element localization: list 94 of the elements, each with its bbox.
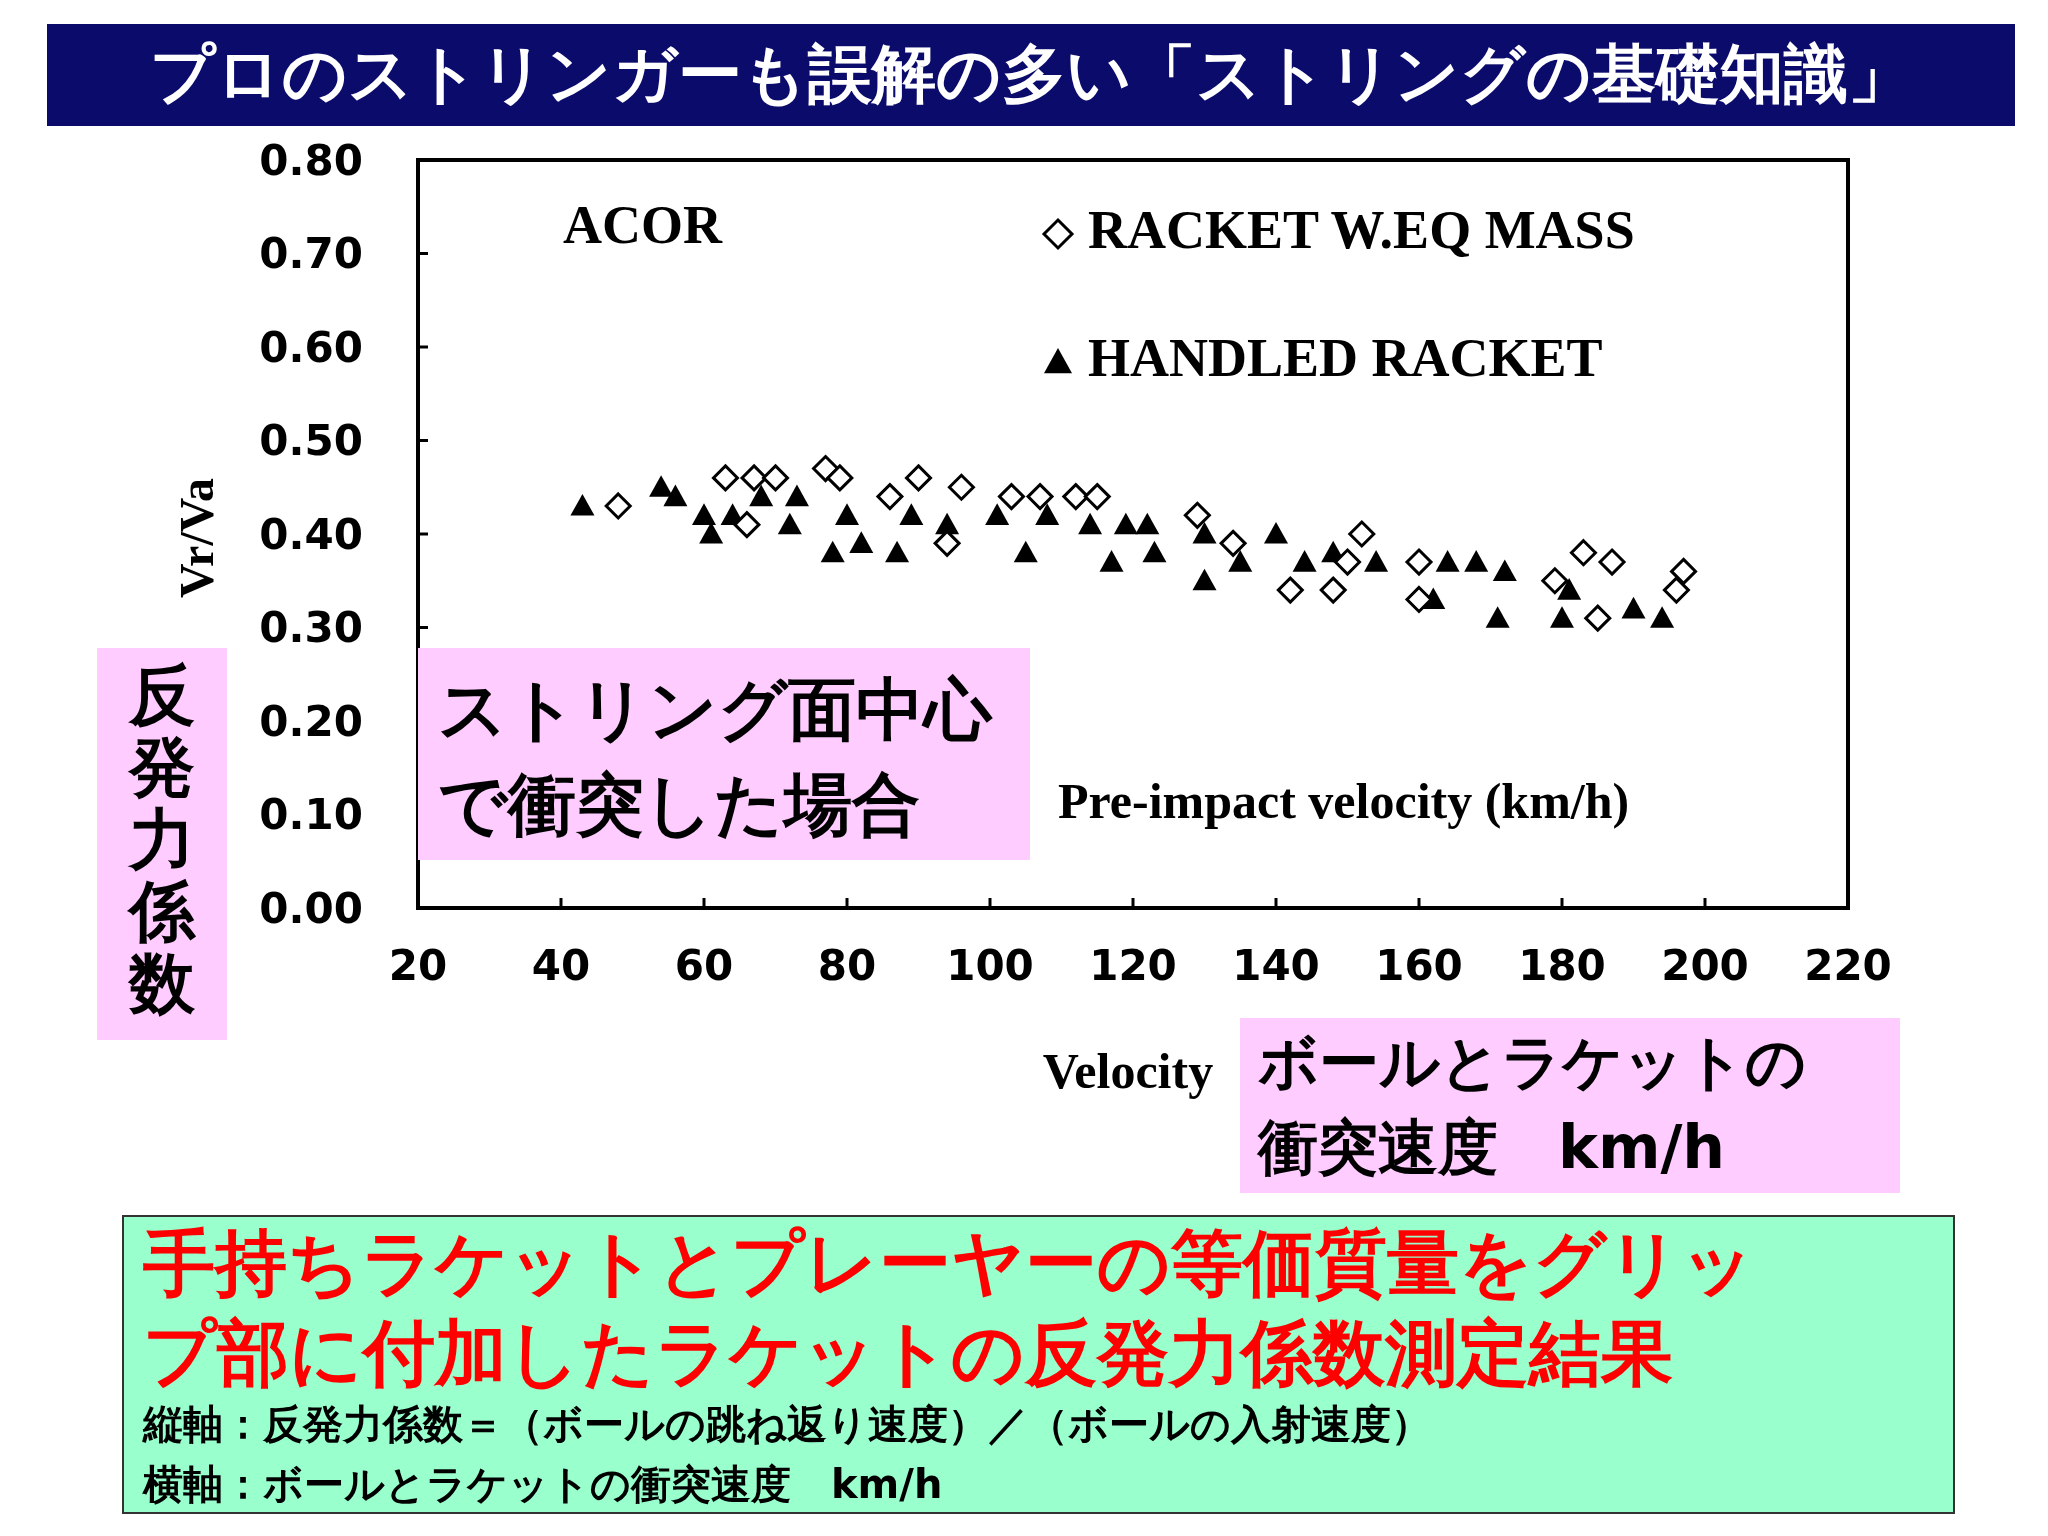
legend-label: HANDLED RACKET	[1088, 328, 1603, 388]
y-tick-label: 0.60	[259, 322, 363, 372]
y-tick-label: 0.50	[259, 416, 363, 466]
point	[740, 464, 768, 492]
point	[1264, 522, 1288, 544]
point	[1142, 540, 1167, 563]
point	[1670, 557, 1698, 585]
point	[849, 531, 874, 553]
point	[1364, 550, 1389, 572]
annotation: ACOR	[563, 195, 723, 255]
point	[1662, 576, 1690, 604]
point	[1319, 576, 1347, 604]
point	[1192, 568, 1217, 591]
x-tick-label: 200	[1661, 941, 1749, 990]
point	[1026, 483, 1054, 511]
y-tick-label: 0.70	[259, 229, 363, 279]
point	[985, 503, 1010, 525]
point	[1135, 512, 1160, 535]
point	[1569, 539, 1597, 567]
x-tick-label: 160	[1375, 941, 1463, 990]
point	[1228, 550, 1253, 572]
point	[1219, 529, 1247, 557]
point	[1078, 512, 1103, 535]
point	[1541, 567, 1569, 595]
text: 反発力係数	[126, 657, 197, 1022]
point	[1550, 606, 1574, 628]
point	[1435, 550, 1460, 572]
point	[1276, 576, 1304, 604]
point	[663, 484, 688, 507]
legend-label: RACKET W.EQ MASS	[1088, 200, 1635, 260]
y-tick-label: 0.00	[259, 883, 363, 933]
point	[749, 484, 774, 507]
point	[1292, 550, 1317, 572]
x-axis-title: Velocity	[1042, 1043, 1214, 1099]
x-tick-label: 220	[1804, 941, 1892, 990]
point	[997, 483, 1025, 511]
point	[1584, 604, 1612, 632]
point	[1621, 596, 1646, 619]
point	[1405, 548, 1433, 576]
y-axis-title: Vr/Va	[170, 478, 223, 598]
y-tick-label: 0.10	[259, 790, 363, 840]
point	[1485, 606, 1510, 628]
text: 手持ちラケットとプレーヤーの等価質量をグリップ部に付加したラケットの反発力係数測定結果	[142, 1221, 1755, 1395]
x-tick-label: 20	[388, 941, 448, 990]
point	[935, 512, 960, 535]
point	[905, 464, 932, 492]
annotation: ストリング面中心で衝突した場合	[438, 670, 993, 844]
point	[1183, 501, 1211, 529]
x-tick-label: 180	[1518, 941, 1606, 990]
y-tick-label: 0.20	[259, 696, 363, 746]
point	[1099, 550, 1124, 572]
point	[777, 512, 802, 535]
point	[885, 540, 910, 563]
point	[1348, 520, 1376, 548]
x-tick-label: 60	[674, 941, 734, 990]
text: 横軸：ボールとラケットの衝突速度 km/h	[142, 1461, 943, 1507]
x-tick-label: 100	[946, 941, 1034, 990]
point	[733, 511, 761, 539]
point	[692, 503, 716, 525]
point	[1557, 578, 1582, 600]
y-tick-label: 0.80	[259, 135, 363, 185]
point	[1035, 503, 1060, 525]
point	[1598, 548, 1626, 576]
point	[570, 493, 595, 516]
chart-title: プロのストリンガーも誤解の多い「ストリングの基礎知識」	[150, 37, 1912, 111]
point	[762, 464, 789, 492]
point	[604, 492, 632, 520]
text: ボールとラケットの衝突速度 km/h	[1256, 1027, 1806, 1182]
point	[1492, 559, 1517, 581]
point	[699, 522, 724, 544]
point	[649, 475, 674, 497]
point	[820, 540, 845, 563]
x-tick-label: 80	[817, 941, 877, 990]
y-tick-label: 0.40	[259, 509, 363, 559]
point	[835, 503, 859, 525]
point	[826, 464, 854, 492]
point	[711, 464, 739, 492]
point	[1083, 483, 1111, 511]
point	[947, 473, 975, 501]
point	[899, 503, 924, 525]
x-tick-label: 40	[531, 941, 591, 990]
point	[1192, 522, 1217, 544]
point	[1334, 548, 1361, 576]
x-tick-label: 120	[1089, 941, 1177, 990]
point	[1113, 512, 1138, 535]
x-tick-label: 140	[1232, 941, 1320, 990]
point	[876, 483, 904, 511]
point	[1464, 550, 1489, 572]
point	[784, 484, 809, 507]
y-tick-label: 0.30	[259, 603, 363, 653]
point	[1650, 606, 1675, 628]
point	[1013, 540, 1038, 563]
annotation: Pre-impact velocity (km/h)	[1058, 773, 1630, 829]
text: 縦軸：反発力係数＝（ボールの跳ね返り速度）／（ボールの入射速度）	[142, 1401, 1431, 1447]
